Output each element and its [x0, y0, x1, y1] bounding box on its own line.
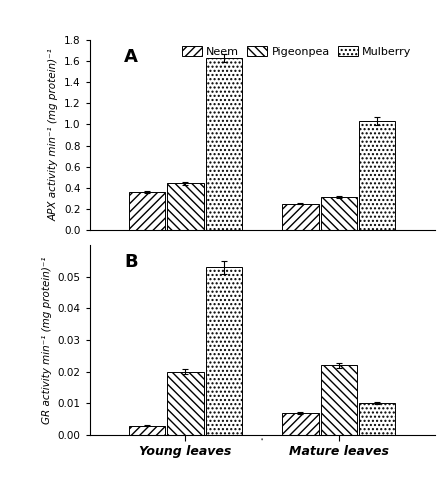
Bar [282, 204, 319, 230]
Bar [320, 197, 357, 230]
Bar [359, 121, 395, 230]
Bar [129, 426, 165, 435]
Bar [282, 413, 319, 435]
Bar [167, 372, 204, 435]
Bar [167, 184, 204, 230]
Bar [206, 268, 242, 435]
Bar [206, 58, 242, 230]
Bar [359, 404, 395, 435]
Y-axis label: GR activity min⁻¹ (mg protein)⁻¹: GR activity min⁻¹ (mg protein)⁻¹ [42, 256, 52, 424]
Bar [129, 192, 165, 230]
Bar [320, 366, 357, 435]
Y-axis label: APX activity min⁻¹ (mg protein)⁻¹: APX activity min⁻¹ (mg protein)⁻¹ [48, 48, 58, 222]
Text: A: A [124, 48, 138, 66]
Text: B: B [124, 252, 138, 270]
Legend: Neem, Pigeonpea, Mulberry: Neem, Pigeonpea, Mulberry [177, 42, 416, 62]
